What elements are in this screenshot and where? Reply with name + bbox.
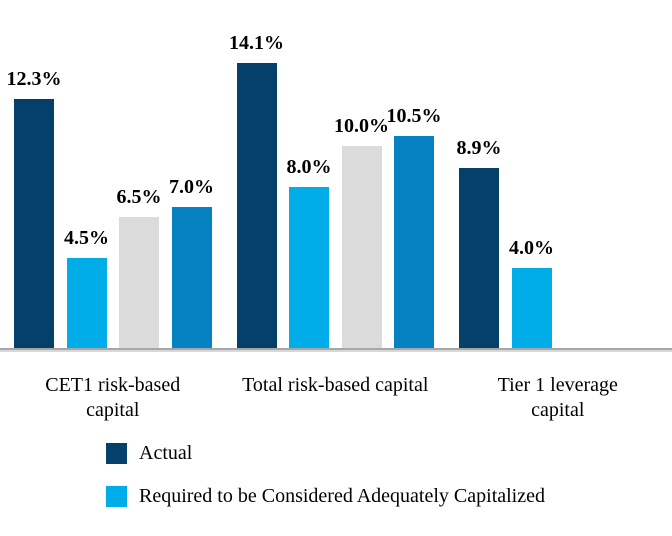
bar-value-label: 6.5% [116,186,162,209]
category-label-line: Tier 1 leverage [497,374,618,396]
legend-item: Required to be Considered Adequately Cap… [106,486,545,507]
legend-swatch [106,486,127,507]
bar-value-label: 10.5% [386,104,442,127]
legend-label: Actual [139,442,193,464]
bar [14,99,54,349]
bar-value-label: 4.0% [509,236,554,259]
bar [341,146,382,349]
bar-value-label: 4.5% [64,226,109,249]
legend-swatch [106,443,127,464]
x-axis-line [0,348,672,352]
category-label-line: CET1 risk-based [45,374,181,396]
bar [394,135,434,349]
bar-value-label: 10.0% [334,115,389,137]
bar-value-label: 14.1% [229,31,284,54]
legend: Actual Required to be Considered Adequate… [106,443,545,529]
bar-value-label: 8.0% [286,155,332,178]
category-label-line: Total risk-based capital [242,374,429,396]
bar-value-label: 12.3% [6,68,62,91]
bar [66,257,107,349]
category-label: Tier 1 leverage capital [443,373,672,423]
bar [119,217,159,349]
bar-value-label: 7.0% [169,175,214,198]
category-label: CET1 risk-based capital [0,373,228,423]
legend-item: Actual [106,443,545,464]
bar-value-label: 8.9% [456,137,502,160]
category-label-line: capital [531,399,585,421]
bar [236,62,277,349]
bar [171,206,212,349]
category-label: Total risk-based capital [220,373,450,398]
plot-area: 12.3% 4.5% 6.5% 7.0% 14.1% 8.0% 10.0% 10.5% 8.9%… [6,31,554,349]
category-label-line: capital [86,399,140,421]
bar [459,168,499,349]
bar [289,186,329,349]
legend-label: Required to be Considered Adequately Cap… [139,485,545,507]
bar [511,267,552,349]
